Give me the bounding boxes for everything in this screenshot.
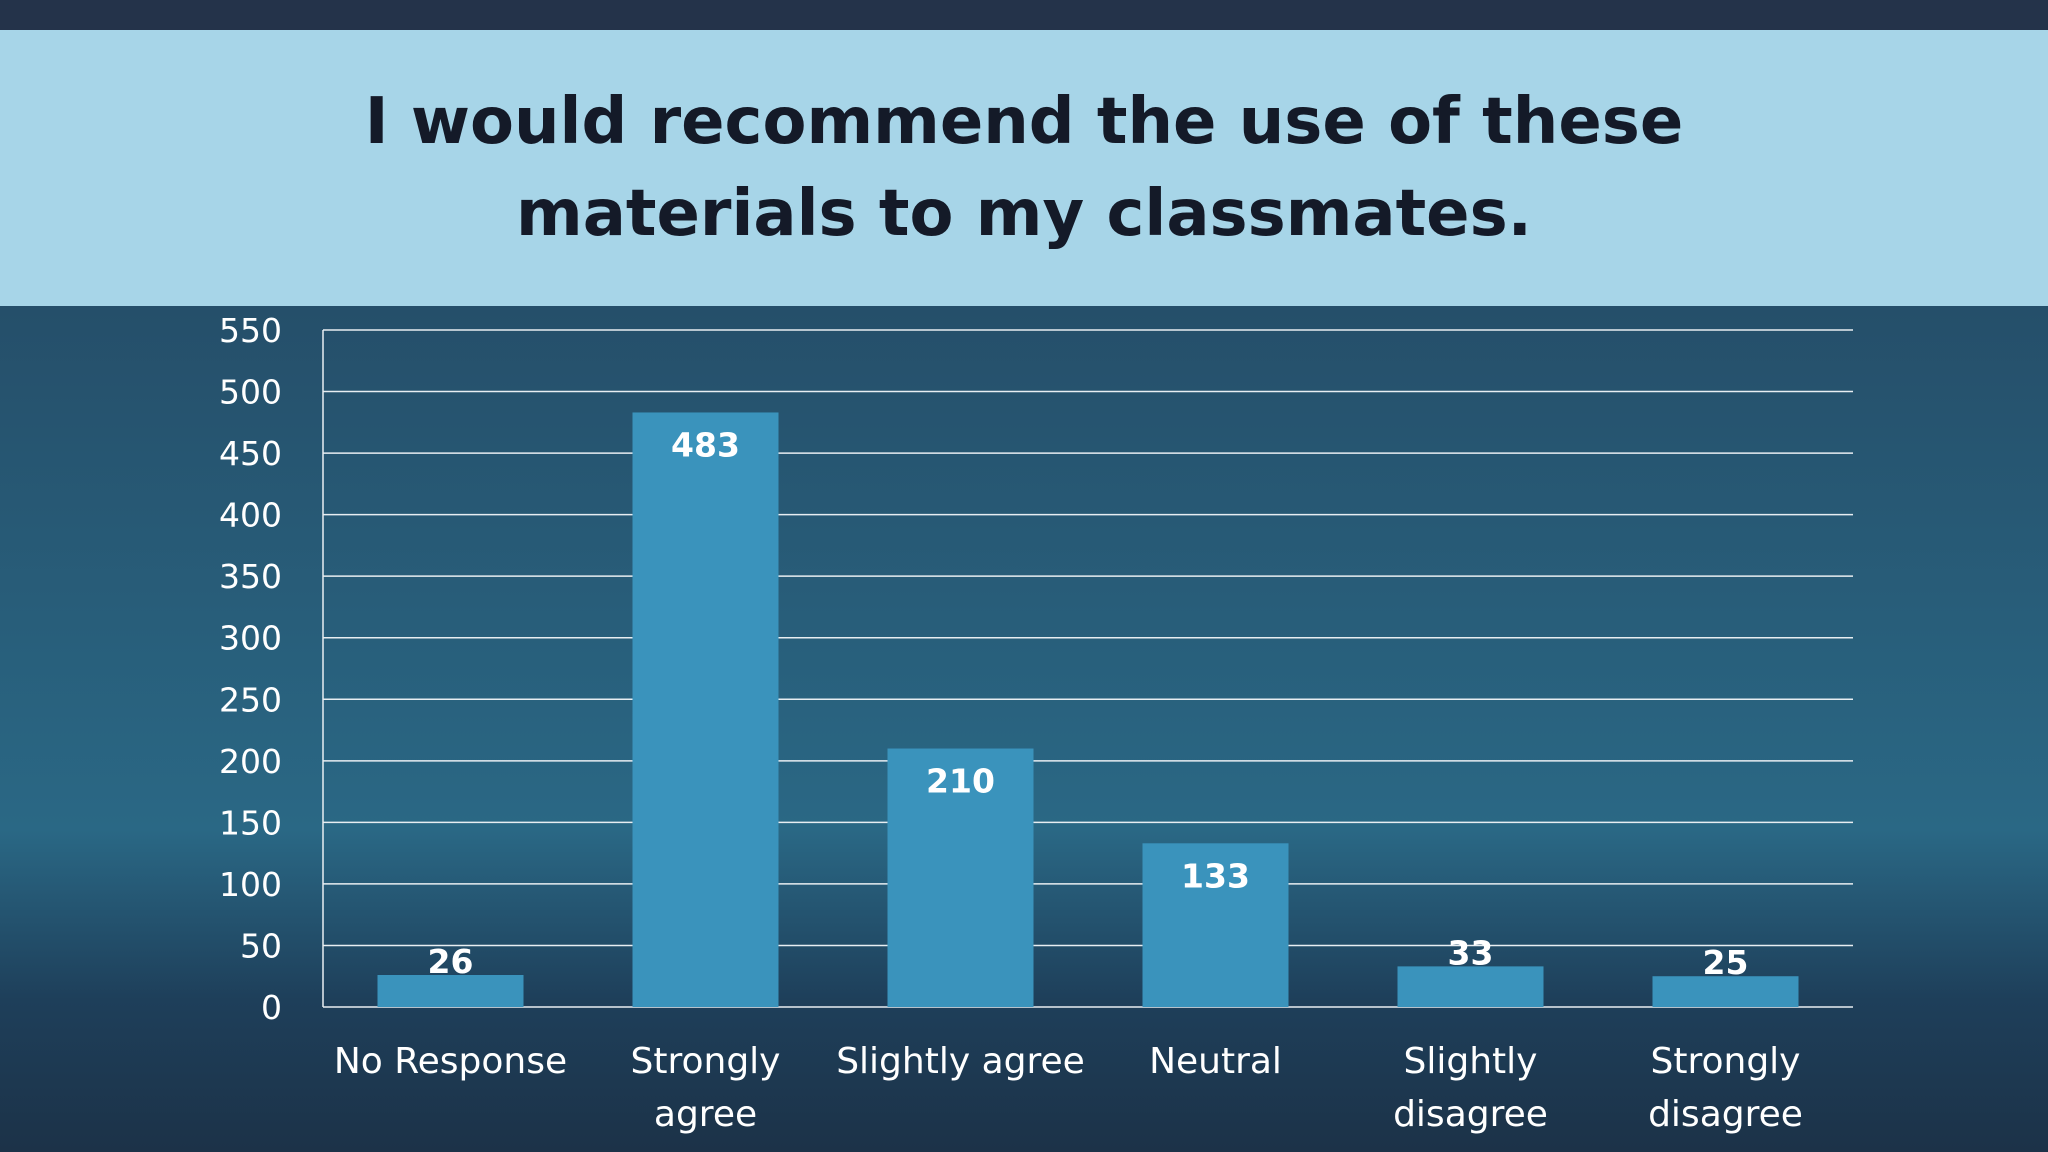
y-tick-label: 300	[219, 619, 282, 658]
y-tick-label: 250	[219, 680, 282, 719]
data-label: 33	[1448, 933, 1494, 972]
y-tick-label: 350	[219, 557, 282, 596]
data-label: 25	[1703, 943, 1749, 982]
y-tick-label: 450	[219, 434, 282, 473]
data-labels: 26 483 210 133 33 25	[428, 425, 1749, 982]
x-tick-label: agree	[654, 1094, 757, 1135]
x-axis-ticks: No Response Strongly agree Slightly agree Ne…	[334, 1041, 1803, 1135]
y-tick-label: 0	[261, 988, 282, 1027]
x-tick-label: disagree	[1393, 1094, 1548, 1135]
y-tick-label: 400	[219, 496, 282, 535]
x-tick-label: No Response	[334, 1041, 567, 1082]
bar	[1397, 966, 1544, 1007]
data-label: 210	[926, 762, 995, 801]
y-tick-label: 150	[219, 803, 282, 842]
y-tick-label: 50	[240, 926, 282, 965]
bar	[1652, 976, 1799, 1007]
y-tick-label: 500	[219, 373, 282, 412]
bar	[1142, 843, 1289, 1007]
y-axis-ticks: 0 50 100 150 200 250 300 350 400 450 500 550	[219, 311, 282, 1027]
x-tick-label: disagree	[1648, 1094, 1803, 1135]
bar	[377, 974, 524, 1007]
y-tick-label: 550	[219, 311, 282, 350]
x-tick-label: Slightly	[1404, 1041, 1538, 1082]
x-tick-label: Strongly	[631, 1041, 781, 1082]
y-tick-label: 100	[219, 865, 282, 904]
data-label: 133	[1181, 856, 1250, 895]
x-tick-label: Strongly	[1651, 1041, 1801, 1082]
bar	[632, 412, 779, 1007]
grid-lines	[322, 329, 1853, 1008]
y-tick-label: 200	[219, 742, 282, 781]
bars	[377, 412, 1799, 1007]
title-band: I would recommend the use of these mater…	[0, 30, 2048, 306]
data-label: 483	[671, 425, 740, 464]
x-tick-label: Slightly agree	[836, 1041, 1085, 1082]
bar	[887, 748, 1034, 1007]
data-label: 26	[428, 942, 474, 981]
slide-title: I would recommend the use of these mater…	[364, 85, 1684, 251]
x-tick-label: Neutral	[1149, 1041, 1282, 1082]
